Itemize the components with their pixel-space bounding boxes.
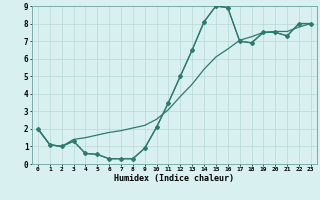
X-axis label: Humidex (Indice chaleur): Humidex (Indice chaleur) <box>115 174 234 183</box>
